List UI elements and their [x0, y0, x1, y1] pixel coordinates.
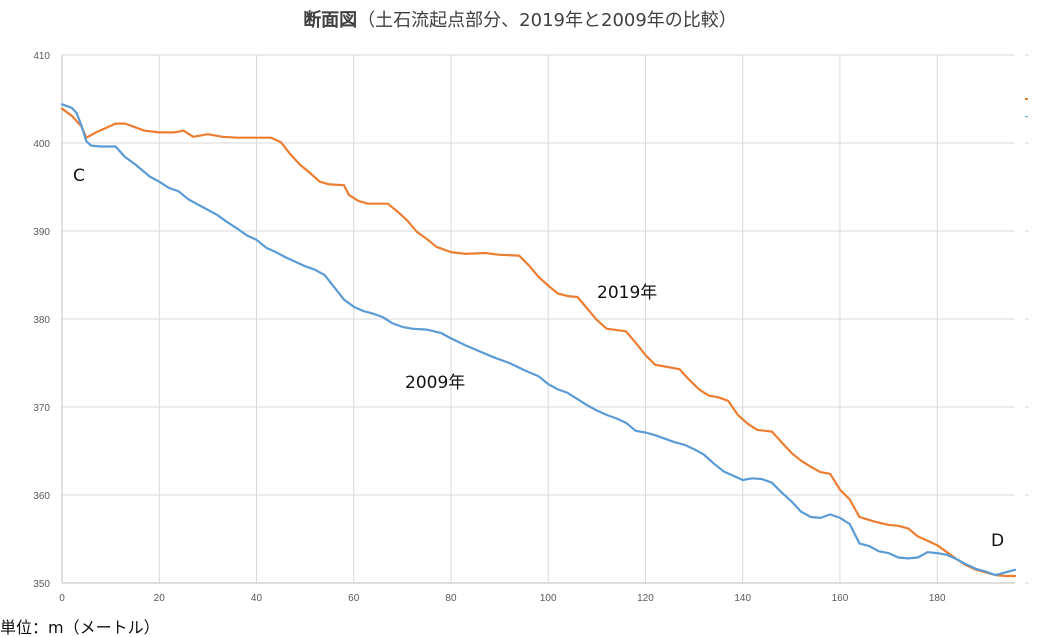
x-tick-label: 60	[348, 593, 360, 604]
x-tick-label: 20	[154, 593, 166, 604]
grid	[62, 54, 1015, 583]
series-line-y2019	[60, 107, 1017, 578]
x-tick-label: 180	[929, 593, 946, 604]
y-tick-label: 390	[33, 227, 50, 238]
chart-title-main: 断面図	[303, 9, 357, 31]
y-tick-label: 410	[33, 51, 50, 62]
tick-labels: 350 360 370 380 390 400 410 0 20 40 60 80 100 120 140 1…	[33, 51, 946, 604]
y-tick-label: 400	[33, 139, 50, 150]
x-tick-label: 100	[540, 593, 557, 604]
chart-title-sub: （土石流起点部分、2019年と2009年の比較）	[357, 10, 737, 31]
y-tick-label: 360	[33, 491, 50, 502]
right-edge-marks	[1025, 54, 1029, 584]
x-tick-label: 140	[734, 593, 751, 604]
annotation-point-c: C	[73, 166, 85, 186]
y-tick-label: 350	[33, 579, 50, 590]
unit-label: 単位：m（メートル）	[0, 618, 160, 637]
series-line-y2009	[60, 103, 1017, 577]
y-tick-label: 370	[33, 403, 50, 414]
series	[60, 103, 1017, 578]
annotation-series-2019: 2019年	[597, 283, 657, 303]
annotation-point-d: D	[991, 531, 1004, 551]
axes	[61, 55, 1015, 584]
chart-title: 断面図（土石流起点部分、2019年と2009年の比較）	[303, 9, 737, 31]
x-tick-label: 80	[445, 593, 457, 604]
x-tick-label: 0	[59, 593, 65, 604]
x-tick-label: 120	[637, 593, 654, 604]
y-tick-label: 380	[33, 315, 50, 326]
x-tick-label: 160	[832, 593, 849, 604]
x-tick-label: 40	[251, 593, 263, 604]
annotation-series-2009: 2009年	[405, 373, 465, 393]
